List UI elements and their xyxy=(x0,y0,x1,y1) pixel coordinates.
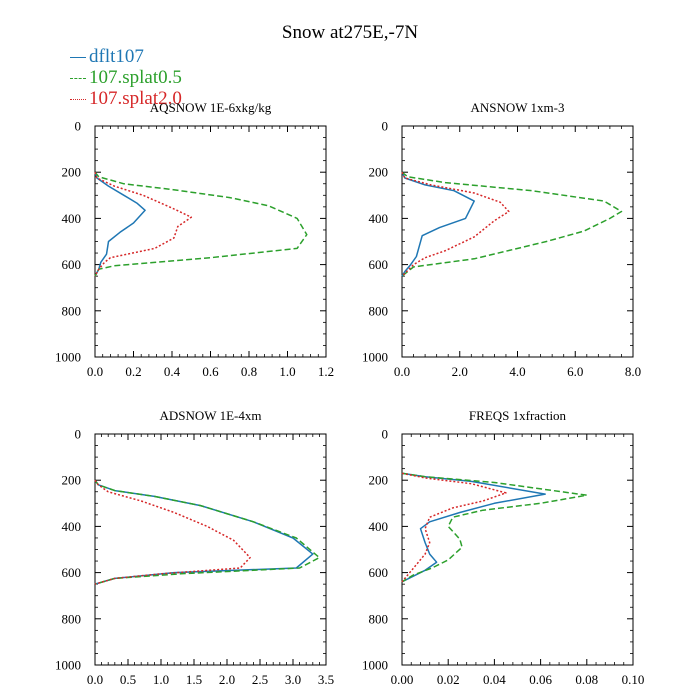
x-tick-label: 4.0 xyxy=(509,364,525,379)
y-tick-label: 1000 xyxy=(362,658,388,673)
y-tick-label: 400 xyxy=(62,519,82,534)
x-tick-label: 0.10 xyxy=(622,672,645,687)
legend-entry-splat20: 107.splat2.0 xyxy=(70,88,182,109)
y-tick-label: 200 xyxy=(369,165,389,180)
y-tick-label: 0 xyxy=(75,119,82,134)
x-tick-label: 2.0 xyxy=(452,364,468,379)
x-tick-label: 3.0 xyxy=(285,672,301,687)
plot-frame xyxy=(94,125,327,358)
subplot-title: ADSNOW 1E-4xm xyxy=(160,408,262,423)
x-tick-label: 1.5 xyxy=(186,672,202,687)
x-tick-label: 0.2 xyxy=(125,364,141,379)
legend-swatch-solid xyxy=(70,57,86,59)
x-tick-label: 0.02 xyxy=(437,672,460,687)
series-line-107-splat0-5 xyxy=(94,479,321,585)
page-title: Snow at275E,-7N xyxy=(281,22,419,43)
x-tick-label: 0.04 xyxy=(483,672,506,687)
series-line-dflt107 xyxy=(401,472,546,583)
y-tick-label: 400 xyxy=(62,211,82,226)
y-tick-label: 0 xyxy=(382,427,389,442)
series-line-107-splat0-5 xyxy=(401,472,588,583)
x-tick-label: 1.0 xyxy=(279,364,295,379)
y-tick-label: 600 xyxy=(369,565,389,580)
x-tick-label: 1.2 xyxy=(318,364,334,379)
subplot-title: ANSNOW 1xm-3 xyxy=(470,100,564,115)
y-tick-label: 800 xyxy=(369,611,389,626)
x-tick-label: 0.8 xyxy=(241,364,257,379)
plot-frame xyxy=(94,433,327,666)
x-tick-label: 2.0 xyxy=(219,672,235,687)
series-line-107-splat2-0 xyxy=(401,171,510,277)
x-tick-label: 0.06 xyxy=(529,672,552,687)
legend-label: 107.splat2.0 xyxy=(89,88,182,109)
y-tick-label: 1000 xyxy=(55,350,81,365)
series-line-dflt107 xyxy=(401,171,475,277)
y-tick-label: 800 xyxy=(62,611,82,626)
legend-entry-dflt107: dflt107 xyxy=(70,46,182,67)
series-line-107-splat0-5 xyxy=(94,171,308,277)
plot-frame xyxy=(401,433,634,666)
x-tick-label: 0.08 xyxy=(575,672,598,687)
legend-entry-splat05: 107.splat0.5 xyxy=(70,67,182,88)
x-tick-label: 1.0 xyxy=(153,672,169,687)
x-tick-label: 3.5 xyxy=(318,672,334,687)
series-line-dflt107 xyxy=(94,171,146,277)
series-line-107-splat2-0 xyxy=(94,479,251,585)
series-line-107-splat2-0 xyxy=(401,472,507,583)
legend-label: 107.splat0.5 xyxy=(89,67,182,88)
x-tick-label: 0.0 xyxy=(87,672,103,687)
x-tick-label: 0.0 xyxy=(394,364,410,379)
y-tick-label: 600 xyxy=(369,257,389,272)
series-line-107-splat2-0 xyxy=(94,171,193,277)
x-tick-label: 0.4 xyxy=(164,364,181,379)
y-tick-label: 600 xyxy=(62,565,82,580)
y-tick-label: 0 xyxy=(382,119,389,134)
legend-swatch-dashed xyxy=(70,78,86,80)
y-tick-label: 200 xyxy=(369,473,389,488)
x-tick-label: 0.0 xyxy=(87,364,103,379)
subplot-title: AQSNOW 1E-6xkg/kg xyxy=(150,100,272,115)
legend-label: dflt107 xyxy=(89,46,144,67)
series-line-107-splat0-5 xyxy=(401,171,623,277)
x-tick-label: 6.0 xyxy=(567,364,583,379)
y-tick-label: 800 xyxy=(369,303,389,318)
x-tick-label: 0.00 xyxy=(391,672,414,687)
legend: dflt107 107.splat0.5 107.splat2.0 xyxy=(70,46,182,109)
y-tick-label: 1000 xyxy=(362,350,388,365)
y-tick-label: 800 xyxy=(62,303,82,318)
plot-frame xyxy=(401,125,634,358)
x-tick-label: 0.6 xyxy=(202,364,219,379)
y-tick-label: 600 xyxy=(62,257,82,272)
y-tick-label: 400 xyxy=(369,211,389,226)
y-tick-label: 1000 xyxy=(55,658,81,673)
subplot-title: FREQS 1xfraction xyxy=(469,408,567,423)
x-tick-label: 8.0 xyxy=(625,364,641,379)
y-tick-label: 0 xyxy=(75,427,82,442)
x-tick-label: 0.5 xyxy=(120,672,136,687)
y-tick-label: 400 xyxy=(369,519,389,534)
x-tick-label: 2.5 xyxy=(252,672,268,687)
y-tick-label: 200 xyxy=(62,165,82,180)
legend-swatch-dotted xyxy=(70,99,86,101)
y-tick-label: 200 xyxy=(62,473,82,488)
